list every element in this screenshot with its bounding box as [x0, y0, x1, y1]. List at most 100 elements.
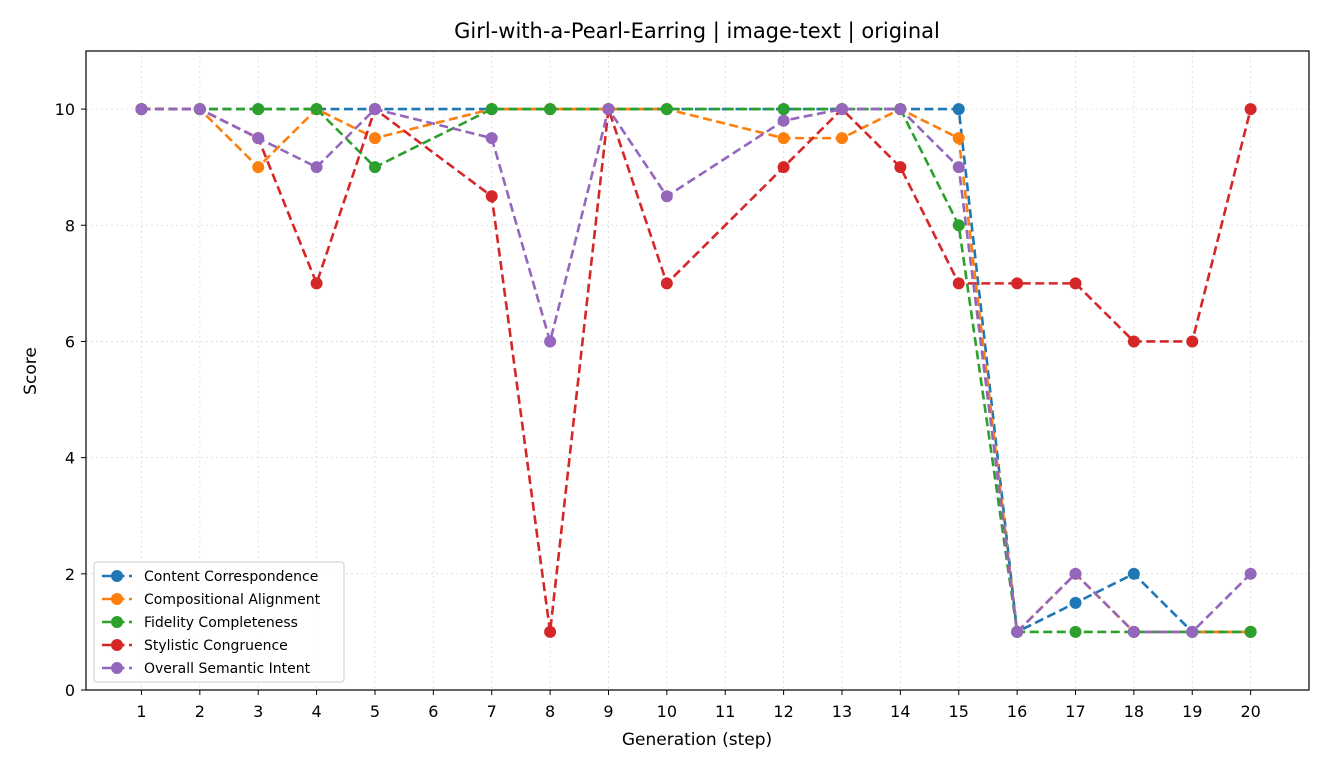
y-tick-label: 0: [65, 681, 75, 700]
data-point: [1011, 625, 1024, 638]
data-point: [835, 103, 848, 116]
legend-label: Overall Semantic Intent: [144, 661, 311, 677]
data-point: [193, 103, 206, 116]
data-point: [1069, 625, 1082, 638]
series-2: [135, 103, 1257, 638]
data-point: [485, 132, 498, 145]
data-point: [544, 103, 557, 116]
y-tick-label: 4: [65, 449, 75, 468]
x-tick-label: 7: [487, 702, 497, 721]
data-point: [485, 190, 498, 203]
data-point: [777, 114, 790, 127]
x-tick-label: 9: [603, 702, 613, 721]
x-tick-label: 4: [311, 702, 321, 721]
data-point: [368, 161, 381, 174]
data-point: [1069, 596, 1082, 609]
data-point: [135, 103, 148, 116]
series-line: [141, 107, 1251, 635]
data-point: [310, 161, 323, 174]
series-4: [135, 103, 1257, 638]
data-point: [1127, 335, 1140, 348]
series-5: [135, 103, 1257, 638]
data-point: [660, 103, 673, 116]
x-tick-label: 18: [1124, 702, 1144, 721]
x-tick-label: 15: [949, 702, 969, 721]
x-axis-label: Generation (step): [622, 730, 772, 750]
x-tick-label: 6: [428, 702, 438, 721]
series-1: [135, 103, 1257, 638]
data-point: [952, 277, 965, 290]
legend-marker: [111, 662, 123, 674]
legend-marker: [111, 616, 123, 628]
x-tick-label: 13: [832, 702, 852, 721]
legend-box: [93, 561, 345, 683]
chart-title: Girl-with-a-Pearl-Earring | image-text |…: [454, 19, 940, 44]
y-axis-label: Score: [21, 347, 41, 395]
x-tick-label: 10: [657, 702, 677, 721]
data-point: [544, 625, 557, 638]
data-point: [368, 132, 381, 145]
series-line: [141, 106, 1252, 633]
y-tick-label: 10: [55, 100, 75, 119]
legend-marker: [111, 570, 123, 582]
y-tick-label: 6: [65, 332, 75, 351]
x-tick-label: 20: [1240, 702, 1260, 721]
x-tick-label: 2: [195, 702, 205, 721]
data-point: [310, 277, 323, 290]
data-point: [1069, 277, 1082, 290]
data-point: [1244, 103, 1257, 116]
data-point: [602, 103, 615, 116]
data-point: [660, 190, 673, 203]
data-point: [1186, 625, 1199, 638]
legend-label: Content Correspondence: [144, 569, 318, 585]
series-line: [141, 105, 1252, 635]
series-3: [135, 103, 1257, 638]
data-point: [777, 161, 790, 174]
data-point: [1011, 277, 1024, 290]
data-point: [1127, 567, 1140, 580]
data-point: [252, 132, 265, 145]
series-line: [141, 107, 1251, 634]
x-tick-label: 14: [890, 702, 910, 721]
data-point: [894, 161, 907, 174]
x-tick-label: 1: [136, 702, 146, 721]
data-point: [1244, 625, 1257, 638]
data-point: [252, 103, 265, 116]
data-point: [1069, 567, 1082, 580]
y-tick-label: 2: [65, 565, 75, 584]
x-tick-label: 5: [370, 702, 380, 721]
data-point: [777, 132, 790, 145]
data-point: [952, 219, 965, 232]
legend-marker: [111, 593, 123, 605]
legend-item: Overall Semantic Intent: [102, 661, 311, 677]
series-layer: [135, 103, 1257, 638]
x-tick-label: 11: [715, 702, 735, 721]
y-axis: 0 2 4 6 8 10: [55, 100, 86, 700]
x-axis: 1 2 3 4 5 6 7 8 9 10 11 12 13 14 15 16 17 18 19 20: [136, 690, 1261, 721]
legend-label: Fidelity Completeness: [144, 615, 298, 631]
legend: Content Correspondence Compositional Alig…: [93, 561, 345, 683]
data-point: [1186, 335, 1199, 348]
data-point: [368, 103, 381, 116]
legend-marker: [111, 639, 123, 651]
x-tick-label: 8: [545, 702, 555, 721]
series-line: [141, 107, 1251, 634]
data-point: [252, 161, 265, 174]
legend-label: Stylistic Congruence: [144, 638, 288, 654]
data-point: [952, 132, 965, 145]
data-point: [544, 335, 557, 348]
data-point: [660, 277, 673, 290]
legend-label: Compositional Alignment: [144, 592, 321, 608]
legend-item: Content Correspondence: [102, 569, 318, 585]
x-tick-label: 12: [773, 702, 793, 721]
legend-item: Fidelity Completeness: [102, 615, 298, 631]
data-point: [1127, 625, 1140, 638]
data-point: [485, 103, 498, 116]
x-tick-label: 19: [1182, 702, 1202, 721]
legend-item: Stylistic Congruence: [102, 638, 288, 654]
x-tick-label: 3: [253, 702, 263, 721]
data-point: [777, 103, 790, 116]
plot-frame: [85, 50, 1310, 691]
data-point: [835, 132, 848, 145]
